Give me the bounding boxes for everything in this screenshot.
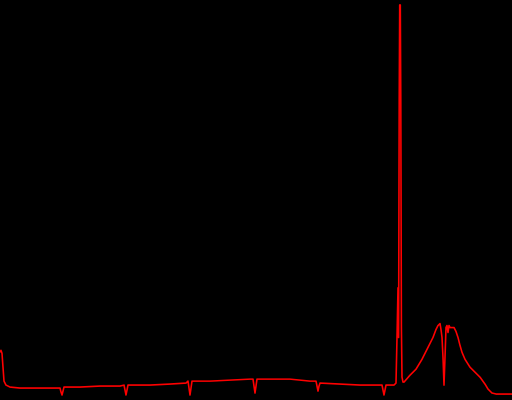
series-line-0 [0,4,512,396]
series-layer [0,4,512,396]
